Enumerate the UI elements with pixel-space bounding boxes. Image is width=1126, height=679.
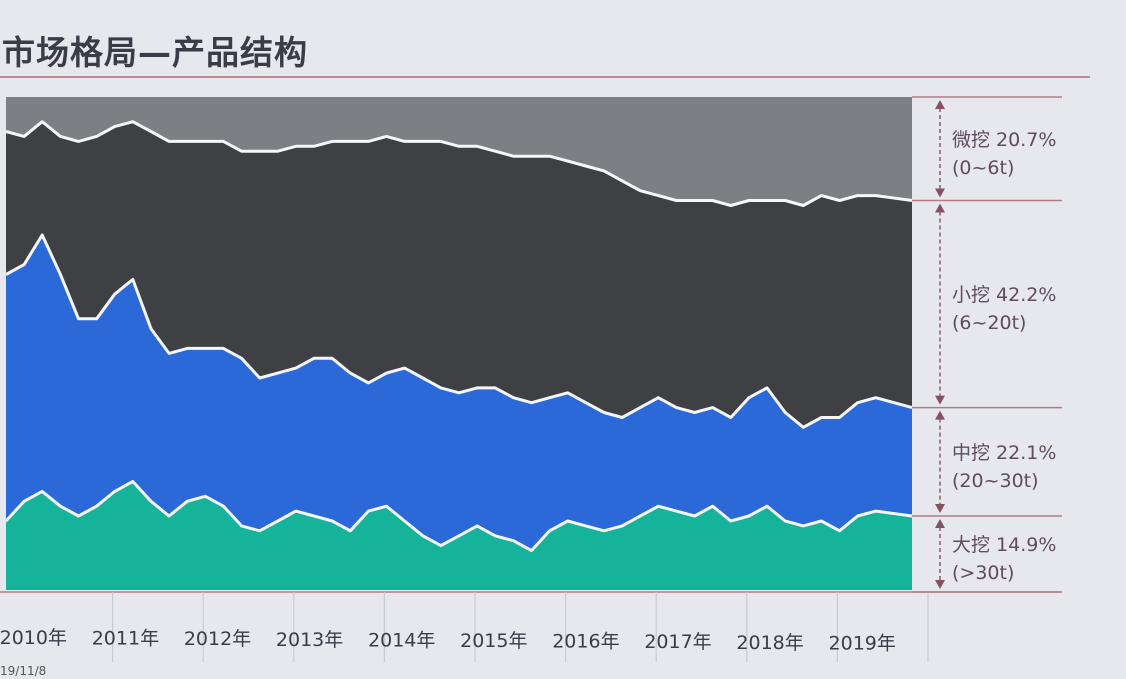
bracket-arrow-up-icon (935, 410, 945, 420)
legend-range-large: (>30t) (952, 562, 1014, 584)
bracket-arrow-down-icon (935, 504, 945, 514)
x-tick-label: 2017年 (644, 631, 711, 653)
bracket-arrow-down-icon (935, 580, 945, 589)
x-tick-label: 2011年 (92, 628, 159, 650)
boundary-lines (4, 120, 913, 553)
x-tick-label: 2013年 (276, 629, 343, 651)
boundary-line-medium (5, 233, 913, 429)
legend-share-small: 小挖 42.2% (952, 284, 1056, 306)
x-tick-label: 2012年 (184, 628, 251, 650)
x-tick-label: 2016年 (552, 631, 619, 653)
x-axis: 2010年 2011年 2012年 2013年 2014年 2015年 2016年 2017年… (0, 591, 1060, 662)
legend: 微挖 20.7% (0~6t) 小挖 42.2% (6~20t) 中挖 22.1% (20… (912, 96, 1062, 593)
boundary-line-small (5, 120, 913, 207)
x-tick-label: 2010年 (0, 627, 67, 649)
title-rule (0, 76, 1090, 78)
legend-share-medium: 中挖 22.1% (952, 442, 1056, 464)
slide-title: 市场格局—产品结构 (2, 33, 308, 72)
bracket-arrow-down-icon (935, 395, 945, 405)
legend-range-small: (6~20t) (952, 312, 1026, 334)
bracket-arrow-down-icon (935, 188, 945, 198)
x-tick-label: 2019年 (829, 632, 896, 654)
x-tick-label: 2014年 (368, 629, 435, 651)
footer-date: 19/11/8 (0, 664, 47, 678)
area-large (6, 481, 912, 590)
legend-share-micro: 微挖 20.7% (952, 129, 1056, 151)
legend-range-micro: (0~6t) (952, 157, 1014, 179)
x-tick-label: 2018年 (736, 632, 803, 654)
bracket-arrow-up-icon (935, 519, 945, 529)
x-tick-label: 2015年 (460, 630, 527, 652)
legend-range-medium: (20~30t) (952, 470, 1039, 492)
area-small (6, 121, 912, 428)
bracket-arrow-up-icon (935, 100, 945, 109)
area-micro (6, 97, 912, 206)
bracket-arrow-up-icon (935, 203, 945, 213)
boundary-line-large (4, 480, 913, 553)
legend-share-large: 大挖 14.9% (952, 534, 1056, 556)
area-layers (6, 97, 912, 590)
